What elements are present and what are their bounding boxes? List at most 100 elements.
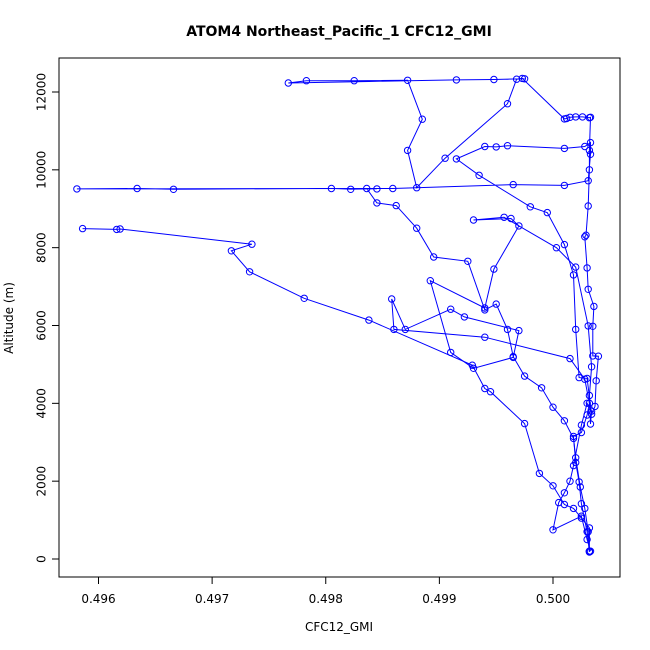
data-point	[581, 375, 589, 383]
data-point	[363, 184, 371, 193]
data-point	[133, 184, 141, 193]
data-point	[569, 271, 578, 279]
plot-frame	[58, 57, 621, 578]
y-tick-label: 4000	[35, 388, 49, 419]
data-point	[452, 155, 461, 163]
data-point	[392, 201, 400, 210]
data-point	[503, 325, 512, 334]
data-point	[586, 150, 595, 159]
data-point	[520, 419, 529, 428]
data-point	[515, 326, 523, 335]
data-point	[584, 285, 592, 293]
data-point	[512, 75, 521, 83]
data-point	[582, 231, 590, 239]
data-point	[389, 184, 397, 193]
data-point	[584, 322, 592, 330]
data-point	[373, 185, 381, 193]
data-point	[577, 512, 586, 520]
data-point	[585, 399, 594, 407]
data-point	[520, 372, 529, 380]
data-point	[390, 325, 398, 334]
data-point	[475, 171, 483, 180]
data-point	[585, 548, 594, 556]
data-point	[572, 325, 580, 334]
data-point	[569, 504, 578, 513]
series-line	[82, 228, 590, 552]
data-point	[583, 411, 591, 419]
series-line	[391, 216, 593, 553]
data-point	[526, 203, 534, 211]
data-point	[520, 75, 529, 83]
data-point	[590, 302, 598, 311]
data-point	[500, 213, 508, 222]
data-point	[577, 421, 586, 429]
data-point	[549, 403, 557, 411]
data-point	[373, 199, 381, 207]
data-point	[549, 526, 557, 534]
series-line	[76, 77, 599, 552]
x-axis-label: CFC12_GMI	[305, 620, 373, 634]
data-point	[560, 144, 569, 153]
data-point	[581, 142, 589, 151]
data-point	[549, 482, 557, 490]
data-point	[227, 247, 236, 255]
data-point	[73, 185, 81, 193]
y-axis-label: Altitude (m)	[2, 282, 16, 354]
data-point	[583, 264, 591, 272]
data-point	[555, 498, 563, 507]
data-point	[327, 184, 336, 193]
data-point	[447, 348, 455, 357]
data-point	[587, 363, 596, 371]
data-point	[583, 399, 591, 407]
data-point	[584, 202, 592, 210]
data-point	[365, 316, 373, 324]
y-tick-label: 8000	[35, 232, 49, 263]
data-point	[594, 352, 603, 360]
data-point	[560, 240, 569, 249]
data-point	[169, 185, 178, 194]
data-point	[284, 79, 292, 87]
x-tick-label: 0.498	[309, 592, 343, 606]
data-point	[78, 224, 87, 233]
data-point	[581, 504, 589, 513]
data-point	[509, 180, 517, 189]
data-point	[569, 461, 578, 470]
data-point	[469, 364, 478, 372]
data-point	[490, 265, 498, 273]
data-point	[585, 146, 594, 155]
data-point	[460, 313, 469, 321]
x-axis: 0.496 0.497 0.498 0.499 0.500	[81, 577, 570, 606]
data-point	[245, 268, 254, 276]
data-point	[537, 384, 546, 392]
data-point	[403, 76, 412, 85]
y-axis: 0 2000 4000 6000 8000 10000 12000	[35, 73, 59, 563]
data-point	[503, 100, 512, 108]
data-point	[575, 478, 583, 486]
data-point	[418, 115, 426, 123]
data-point	[591, 402, 599, 411]
x-tick-label: 0.500	[536, 592, 570, 606]
data-point	[481, 142, 489, 151]
data-point	[401, 325, 409, 334]
y-tick-label: 12000	[35, 73, 49, 111]
data-point	[583, 535, 591, 544]
data-point	[403, 146, 412, 155]
data-point	[464, 257, 472, 265]
data-point	[577, 500, 586, 508]
data-point	[441, 154, 449, 162]
data-point	[302, 77, 311, 85]
data-point	[581, 233, 589, 241]
data-point	[426, 277, 434, 285]
data-point	[347, 185, 355, 194]
data-point	[413, 184, 421, 192]
data-point	[515, 222, 523, 230]
data-point	[116, 225, 124, 233]
data-point	[447, 305, 455, 313]
y-tick-label: 0	[35, 555, 49, 563]
data-point	[452, 76, 461, 84]
data-point	[585, 391, 594, 400]
data-point	[572, 263, 580, 271]
x-tick-label: 0.497	[195, 592, 229, 606]
data-point	[486, 388, 495, 396]
